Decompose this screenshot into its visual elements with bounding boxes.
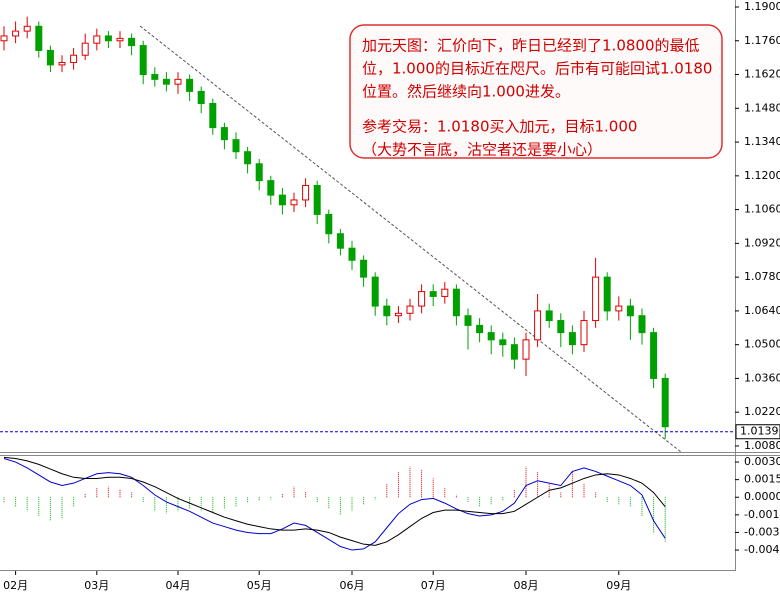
current-price-box	[735, 424, 780, 440]
candle-body	[232, 139, 240, 153]
y-tick-label: 1.0500	[744, 338, 780, 351]
annotation-text: 加元天图：汇价向下，昨日已经到了1.0800的最低	[362, 37, 700, 55]
x-tick-label: 05月	[247, 579, 272, 592]
x-tick-label: 02月	[3, 579, 28, 592]
candle-body	[325, 213, 333, 235]
annotation-text: 参考交易：1.0180买入加元，目标1.000	[362, 118, 637, 136]
candle-body	[12, 30, 20, 37]
x-tick-label: 03月	[84, 579, 109, 592]
y-tick-label: 1.1200	[744, 169, 780, 182]
candle-body	[638, 315, 646, 334]
candle-body	[464, 315, 472, 326]
candle-body	[626, 305, 634, 317]
y-tick-label: 1.1900	[744, 0, 780, 13]
y-tick-label: 0.0030	[744, 455, 780, 468]
candle-body	[418, 291, 426, 307]
y-tick-label: 1.0360	[744, 371, 780, 384]
candle-body	[302, 184, 310, 201]
candle-body	[592, 276, 600, 322]
candle-body	[406, 305, 414, 314]
candle-body	[568, 332, 576, 346]
candle-body	[209, 102, 217, 129]
candle-body	[534, 310, 542, 341]
y-tick-label: -0.0030	[744, 525, 780, 538]
annotation-text: 位，1.000的目标近在咫尺。后市有可能回试1.0180	[362, 60, 712, 78]
candle-body	[661, 377, 669, 428]
candle-body	[35, 25, 43, 51]
candle-body	[46, 49, 54, 66]
candle-body	[116, 37, 124, 42]
candle-body	[93, 35, 101, 44]
x-tick-label: 07月	[421, 579, 446, 592]
candle-body	[151, 74, 159, 80]
candle-body	[139, 45, 147, 76]
macd-line	[3, 456, 666, 546]
annotation-text: （大势不言底，沽空者还是要小心）	[362, 141, 602, 159]
candle-body	[650, 332, 658, 379]
candle-body	[452, 288, 460, 317]
x-tick-label: 04月	[166, 579, 191, 592]
candle-body	[371, 276, 379, 307]
candle-body	[557, 320, 565, 334]
candle-body	[104, 35, 112, 42]
candle-body	[244, 151, 252, 165]
candle-body	[58, 61, 66, 66]
candle-body	[487, 332, 495, 341]
candle-body	[545, 310, 553, 322]
candle-body	[70, 54, 78, 63]
candle-body	[267, 180, 275, 196]
candle-body	[476, 324, 484, 334]
candle-body	[197, 90, 205, 104]
candle-body	[615, 305, 623, 312]
y-tick-label: 1.1620	[744, 68, 780, 81]
candle-body	[81, 42, 89, 56]
annotation-box: 加元天图：汇价向下，昨日已经到了1.0800的最低位，1.000的目标近在咫尺。…	[349, 24, 723, 159]
candle-body	[348, 247, 356, 261]
candle-body	[441, 288, 449, 297]
candle-body	[220, 127, 228, 141]
candle-body	[128, 37, 136, 47]
candle-body	[186, 78, 194, 92]
candle-body	[383, 305, 391, 317]
candle-body	[603, 276, 611, 312]
y-tick-label: 1.0080	[744, 439, 780, 452]
candle-body	[499, 339, 507, 346]
y-tick-label: 1.0640	[744, 304, 780, 317]
candle-body	[510, 344, 518, 360]
candle-body	[580, 320, 588, 346]
y-tick-label: 1.0220	[744, 405, 780, 418]
y-tick-label: 1.0920	[744, 236, 780, 249]
candle-body	[23, 25, 31, 32]
candle-body	[394, 312, 402, 317]
candle-body	[336, 233, 344, 249]
x-tick-label: 09月	[606, 579, 631, 592]
y-tick-label: 1.1340	[744, 135, 780, 148]
x-tick-label: 06月	[340, 579, 365, 592]
y-tick-label: 0.0015	[744, 473, 780, 486]
current-price-label: 1.0139	[740, 425, 779, 438]
y-tick-label: -0.0045	[744, 543, 780, 556]
annotation-text: 位置。然后继续向1.000进发。	[362, 83, 570, 101]
candle-body	[522, 339, 530, 360]
x-tick-label: 08月	[514, 579, 539, 592]
candle-body	[313, 184, 321, 215]
candle-body	[255, 163, 263, 182]
y-tick-label: 1.1760	[744, 34, 780, 47]
macd-line	[3, 458, 666, 551]
candle-body	[162, 78, 170, 85]
candle-body	[278, 194, 286, 206]
y-tick-label: -0.0015	[744, 508, 780, 521]
annotation-frame	[349, 24, 723, 159]
candle-body	[290, 199, 298, 206]
y-tick-label: 1.0780	[744, 270, 780, 283]
y-tick-label: 1.1060	[744, 203, 780, 216]
candle-body	[360, 259, 368, 278]
y-tick-label: 0.0000	[744, 490, 780, 503]
candle-body	[0, 35, 8, 42]
candle-body	[429, 291, 437, 297]
y-tick-label: 1.1480	[744, 101, 780, 114]
candle-body	[174, 78, 182, 85]
